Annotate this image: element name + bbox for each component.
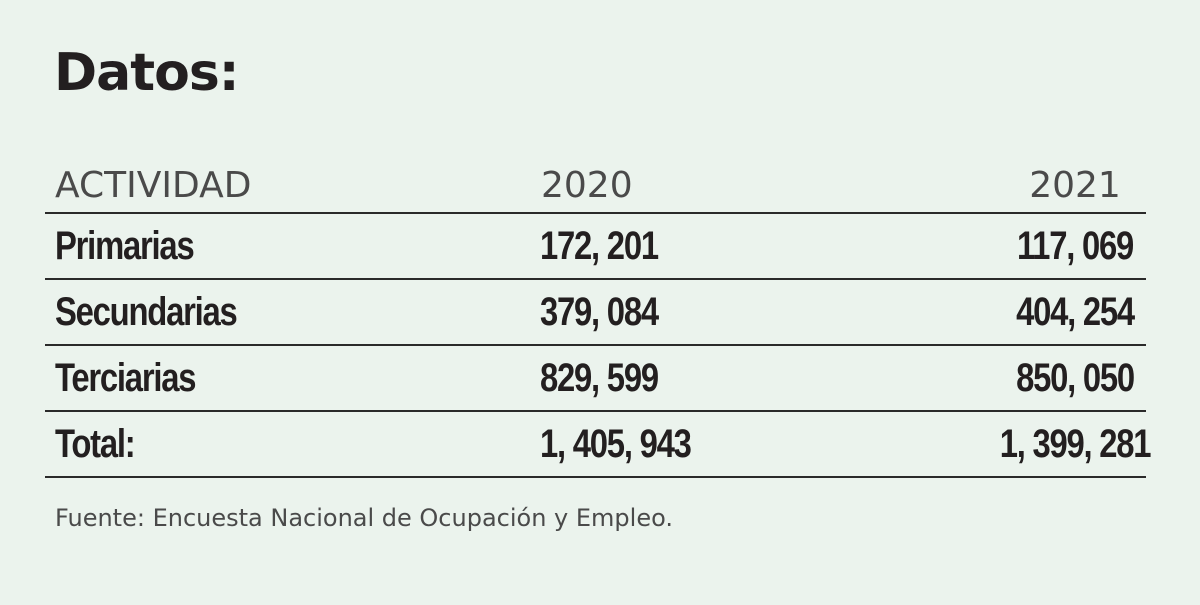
page-title: Datos: — [54, 43, 240, 103]
column-header-2021: 2021 — [1029, 164, 1121, 206]
table-header-row: ACTIVIDAD 2020 2021 — [45, 150, 1146, 214]
column-header-2020: 2020 — [541, 164, 633, 206]
value-2020: 172, 201 — [540, 223, 659, 268]
row-label: Secundarias — [55, 289, 238, 334]
total-label: Total: — [55, 421, 136, 466]
value-2020: 829, 599 — [540, 355, 659, 400]
row-label: Terciarias — [55, 355, 197, 400]
total-2021: 1, 399, 281 — [999, 421, 1152, 466]
data-table: ACTIVIDAD 2020 2021 Primarias 172, 201 1… — [45, 150, 1152, 478]
table-row: Terciarias 829, 599 850, 050 — [45, 346, 1146, 412]
source-note: Fuente: Encuesta Nacional de Ocupación y… — [55, 504, 673, 532]
total-2020: 1, 405, 943 — [540, 421, 692, 466]
value-2020: 379, 084 — [540, 289, 659, 334]
value-2021: 850, 050 — [1016, 355, 1135, 400]
row-label: Primarias — [55, 223, 195, 268]
column-header-actividad: ACTIVIDAD — [55, 164, 252, 206]
table-total-row: Total: 1, 405, 943 1, 399, 281 — [45, 412, 1152, 478]
value-2021: 117, 069 — [1016, 223, 1134, 268]
value-2021: 404, 254 — [1016, 289, 1135, 334]
table-row: Secundarias 379, 084 404, 254 — [45, 280, 1146, 346]
table-row: Primarias 172, 201 117, 069 — [45, 214, 1146, 280]
